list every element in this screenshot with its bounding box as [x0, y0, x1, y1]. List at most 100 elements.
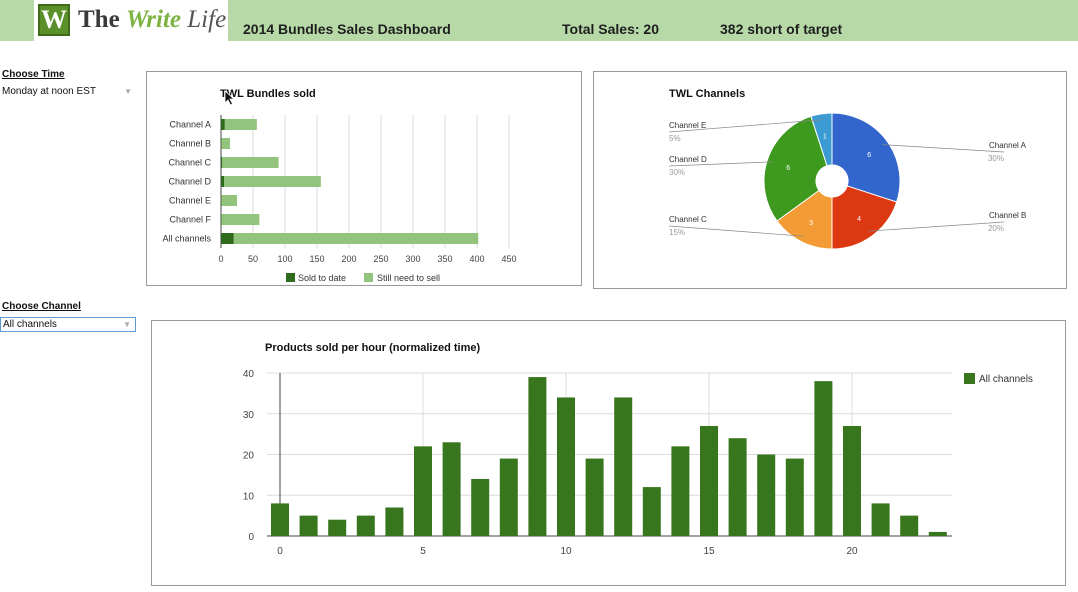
bundles-bar-need	[221, 138, 230, 149]
legend-sold-swatch	[286, 273, 295, 282]
hourly-sales-panel: Products sold per hour (normalized time)…	[151, 320, 1066, 586]
bundles-x-tick-label: 0	[218, 254, 223, 264]
pie-label-name: Channel C	[669, 215, 707, 224]
hourly-x-tick-label: 20	[846, 546, 858, 557]
hourly-bar	[928, 531, 947, 536]
hourly-bar	[671, 446, 690, 536]
pie-slice	[763, 115, 828, 222]
bundles-category-label: Channel F	[169, 215, 211, 225]
hourly-x-tick-label: 10	[560, 546, 572, 557]
bundles-bar-need	[224, 176, 321, 187]
logo-word-write: Write	[125, 6, 182, 33]
pie-leader-line	[668, 161, 774, 167]
hourly-x-tick-label: 0	[277, 546, 283, 557]
channels-chart-title: TWL Channels	[669, 88, 746, 100]
pie-slice	[831, 185, 898, 250]
channel-select-value: All channels	[3, 319, 57, 330]
pie-slice-value: 6	[786, 165, 790, 172]
pie-leader-line	[882, 144, 1005, 153]
pie-slice	[776, 189, 833, 250]
logo-word-the: The	[78, 6, 120, 33]
bundles-x-tick-label: 100	[277, 254, 292, 264]
hourly-bar	[557, 397, 575, 536]
pie-slice	[810, 112, 833, 167]
hourly-y-tick-label: 20	[243, 451, 255, 462]
bundles-bar-sold	[221, 119, 225, 130]
hourly-y-tick-label: 40	[243, 369, 255, 380]
time-select[interactable]: Monday at noon EST ▼	[0, 85, 136, 100]
bundles-sold-panel: TWL Bundles sold 0 50 100 150 200 250 300 350 40…	[146, 71, 582, 286]
hourly-x-tick-label: 5	[420, 546, 426, 557]
pie-label-percent: 5%	[669, 134, 681, 143]
bundles-category-label: Channel D	[168, 177, 211, 187]
bundles-bar-need	[222, 157, 279, 168]
pie-label-name: Channel E	[669, 121, 706, 130]
channel-dropdown-arrow-icon[interactable]: ▼	[123, 320, 131, 329]
pie-slice-value: 4	[857, 216, 861, 223]
hourly-bar	[528, 377, 547, 536]
legend-sold-label: Sold to date	[298, 273, 346, 283]
time-select-value: Monday at noon EST	[2, 86, 96, 97]
hourly-bar	[614, 397, 633, 536]
bundles-bar-chart: 0 50 100 150 200 250 300 350 400 450 Channel A Chan…	[162, 115, 517, 283]
bundles-bar-need	[233, 233, 479, 244]
bundles-bar-sold	[221, 138, 222, 149]
pie-slice-value: 3	[809, 220, 813, 227]
bundles-category-label: Channel C	[168, 158, 211, 168]
hourly-y-tick-label: 0	[248, 532, 254, 543]
pie-label-percent: 20%	[988, 224, 1004, 233]
bundles-bar-sold	[221, 176, 225, 187]
bundles-bar-need	[224, 119, 257, 130]
hourly-bar	[785, 458, 804, 536]
pie-label-percent: 15%	[669, 228, 685, 237]
mouse-cursor-icon	[224, 90, 236, 106]
hourly-bar	[900, 515, 919, 536]
bundles-bar-need	[221, 214, 260, 225]
hourly-bar	[414, 446, 432, 536]
hourly-bar	[728, 438, 747, 536]
pie-label-name: Channel B	[989, 211, 1026, 220]
hourly-bar	[385, 507, 404, 536]
hourly-legend-label: All channels	[979, 374, 1033, 385]
pie-leader-line	[668, 119, 823, 133]
hourly-bar	[757, 454, 776, 536]
bundles-x-tick-label: 350	[437, 254, 452, 264]
pie-slice-value: 1	[823, 134, 827, 141]
hourly-bar	[499, 458, 518, 536]
hourly-bar	[814, 381, 833, 536]
logo-word-life: Life	[187, 6, 227, 33]
dashboard-header: W The Write Life 2014 Bundles Sales Dash…	[0, 0, 1078, 41]
channels-panel: TWL Channels 6 Channel A 30% 4 Channel B 20% 3…	[593, 71, 1067, 289]
bundles-bar-sold	[221, 233, 234, 244]
pie-slice-value: 6	[867, 152, 871, 159]
pie-label-percent: 30%	[988, 154, 1004, 163]
time-dropdown-arrow-icon[interactable]: ▼	[124, 87, 132, 96]
pie-label-name: Channel A	[989, 141, 1027, 150]
pie-label-percent: 30%	[669, 168, 685, 177]
hourly-bar	[700, 425, 718, 536]
hourly-bar	[471, 478, 490, 536]
pie-leader-line	[868, 221, 1005, 232]
bundles-x-tick-label: 250	[373, 254, 388, 264]
hourly-y-tick-label: 30	[243, 410, 255, 421]
pie-slice	[831, 112, 901, 203]
the-write-life-logo: W The Write Life	[34, 0, 228, 41]
short-of-target: 382 short of target	[720, 21, 843, 37]
bundles-category-label: Channel B	[169, 139, 211, 149]
pie-label-name: Channel D	[669, 155, 707, 164]
bundles-x-tick-label: 450	[501, 254, 516, 264]
hourly-bar	[442, 442, 461, 536]
channel-select[interactable]: All channels ▼	[0, 317, 136, 332]
bundles-chart-title: TWL Bundles sold	[220, 88, 316, 100]
legend-need-swatch	[364, 273, 373, 282]
logo-w-mark: W	[38, 4, 70, 36]
hourly-bar	[871, 503, 890, 536]
bundles-x-tick-label: 300	[405, 254, 420, 264]
hourly-y-tick-label: 10	[243, 491, 255, 502]
hourly-bar	[642, 487, 661, 536]
pie-leader-line	[668, 225, 804, 237]
hourly-bar	[356, 515, 375, 536]
hourly-x-tick-label: 15	[703, 546, 715, 557]
hourly-bar-chart: 0 10 20 30 40 0 5 10 15 20 All channels	[243, 369, 1033, 557]
